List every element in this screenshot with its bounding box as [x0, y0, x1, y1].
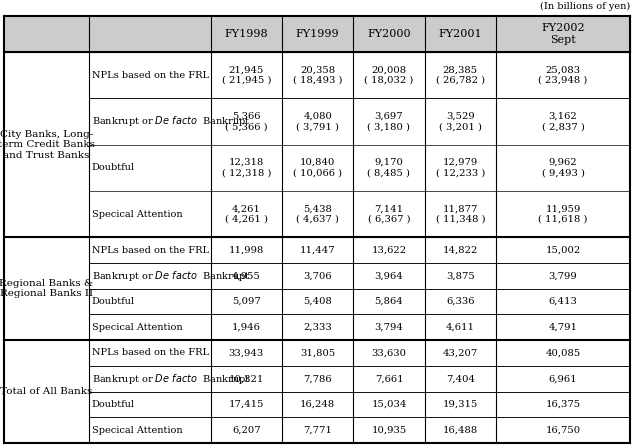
Text: 6,413: 6,413 [548, 297, 578, 306]
Text: 5,366
( 5,366 ): 5,366 ( 5,366 ) [225, 112, 268, 131]
Text: 9,962
( 9,493 ): 9,962 ( 9,493 ) [541, 158, 585, 177]
Text: Bankrupt or $\it{De\ facto}$  Bankrupt: Bankrupt or $\it{De\ facto}$ Bankrupt [91, 114, 250, 128]
Text: NPLs based on the FRL: NPLs based on the FRL [91, 245, 209, 255]
Text: Bankrupt or $\it{De\ facto}$  Bankrupt: Bankrupt or $\it{De\ facto}$ Bankrupt [91, 372, 250, 386]
Text: Specical Attention: Specical Attention [91, 323, 182, 332]
Text: 6,207: 6,207 [232, 426, 261, 434]
Text: 12,318
( 12,318 ): 12,318 ( 12,318 ) [221, 158, 271, 177]
Text: 6,336: 6,336 [446, 297, 475, 306]
Text: 3,697
( 3,180 ): 3,697 ( 3,180 ) [368, 112, 410, 131]
Text: 7,404: 7,404 [446, 374, 475, 383]
Text: 3,794: 3,794 [375, 323, 403, 332]
Text: 11,877
( 11,348 ): 11,877 ( 11,348 ) [436, 204, 485, 224]
Text: 19,315: 19,315 [443, 400, 478, 409]
Text: 5,097: 5,097 [232, 297, 261, 306]
Text: 7,771: 7,771 [303, 426, 332, 434]
Text: (In billions of yen): (In billions of yen) [540, 2, 630, 11]
Text: NPLs based on the FRL: NPLs based on the FRL [91, 349, 209, 358]
Text: 16,248: 16,248 [300, 400, 335, 409]
Text: 12,979
( 12,233 ): 12,979 ( 12,233 ) [436, 158, 485, 177]
Text: 10,935: 10,935 [372, 426, 406, 434]
Text: NPLs based on the FRL: NPLs based on the FRL [91, 71, 209, 80]
Text: 3,964: 3,964 [375, 271, 403, 280]
Text: FY1998: FY1998 [224, 29, 268, 39]
Text: 25,083
( 23,948 ): 25,083 ( 23,948 ) [538, 65, 588, 85]
Text: 4,955: 4,955 [232, 271, 261, 280]
Text: 4,611: 4,611 [446, 323, 475, 332]
Text: 9,170
( 8,485 ): 9,170 ( 8,485 ) [368, 158, 410, 177]
Text: 10,321: 10,321 [229, 374, 264, 383]
Text: 5,438
( 4,637 ): 5,438 ( 4,637 ) [296, 204, 339, 224]
Text: 11,447: 11,447 [300, 245, 335, 255]
Text: 43,207: 43,207 [443, 349, 478, 358]
Text: Specical Attention: Specical Attention [91, 426, 182, 434]
Text: Total of All Banks: Total of All Banks [0, 387, 93, 396]
Text: 5,864: 5,864 [375, 297, 403, 306]
Text: 11,998: 11,998 [229, 245, 264, 255]
Text: 15,002: 15,002 [545, 245, 581, 255]
Text: 20,008
( 18,032 ): 20,008 ( 18,032 ) [365, 65, 413, 85]
Text: 15,034: 15,034 [372, 400, 406, 409]
Text: 33,943: 33,943 [229, 349, 264, 358]
Text: 16,750: 16,750 [545, 426, 581, 434]
Text: FY2000: FY2000 [367, 29, 411, 39]
Text: FY2001: FY2001 [439, 29, 482, 39]
Text: 21,945
( 21,945 ): 21,945 ( 21,945 ) [221, 65, 271, 85]
Text: 31,805: 31,805 [300, 349, 335, 358]
Text: 3,799: 3,799 [548, 271, 578, 280]
Text: 7,141
( 6,367 ): 7,141 ( 6,367 ) [368, 204, 410, 224]
Text: 3,162
( 2,837 ): 3,162 ( 2,837 ) [541, 112, 585, 131]
Text: 5,408: 5,408 [303, 297, 332, 306]
Text: 16,375: 16,375 [545, 400, 581, 409]
Text: 10,840
( 10,066 ): 10,840 ( 10,066 ) [293, 158, 342, 177]
Text: 4,080
( 3,791 ): 4,080 ( 3,791 ) [296, 112, 339, 131]
Text: 33,630: 33,630 [372, 349, 406, 358]
Text: 2,333: 2,333 [303, 323, 332, 332]
Text: 14,822: 14,822 [443, 245, 478, 255]
Text: 7,786: 7,786 [303, 374, 332, 383]
Text: Specical Attention: Specical Attention [91, 210, 182, 219]
Text: 3,529
( 3,201 ): 3,529 ( 3,201 ) [439, 112, 482, 131]
Text: FY1999: FY1999 [296, 29, 339, 39]
Text: Bankrupt or $\it{De\ facto}$  Bankrupt: Bankrupt or $\it{De\ facto}$ Bankrupt [91, 269, 250, 283]
Text: 7,661: 7,661 [375, 374, 403, 383]
Text: 3,875: 3,875 [446, 271, 475, 280]
Text: Doubtful: Doubtful [91, 297, 134, 306]
Text: City Banks, Long-
term Credit Banks
and Trust Banks: City Banks, Long- term Credit Banks and … [0, 130, 94, 160]
Text: 20,358
( 18,493 ): 20,358 ( 18,493 ) [293, 65, 342, 85]
Text: 17,415: 17,415 [228, 400, 264, 409]
Text: 4,261
( 4,261 ): 4,261 ( 4,261 ) [225, 204, 268, 224]
Text: FY2002
Sept: FY2002 Sept [541, 23, 585, 45]
Text: 3,706: 3,706 [303, 271, 332, 280]
Text: 16,488: 16,488 [443, 426, 478, 434]
Text: Doubtful: Doubtful [91, 400, 134, 409]
Text: 6,961: 6,961 [548, 374, 578, 383]
Text: 28,385
( 26,782 ): 28,385 ( 26,782 ) [436, 65, 485, 85]
Text: 11,959
( 11,618 ): 11,959 ( 11,618 ) [538, 204, 588, 224]
Text: 4,791: 4,791 [548, 323, 578, 332]
Text: Regional Banks &
Regional Banks II: Regional Banks & Regional Banks II [0, 279, 93, 298]
Text: 13,622: 13,622 [372, 245, 406, 255]
Text: 40,085: 40,085 [545, 349, 581, 358]
Text: 1,946: 1,946 [232, 323, 261, 332]
Text: Doubtful: Doubtful [91, 163, 134, 172]
